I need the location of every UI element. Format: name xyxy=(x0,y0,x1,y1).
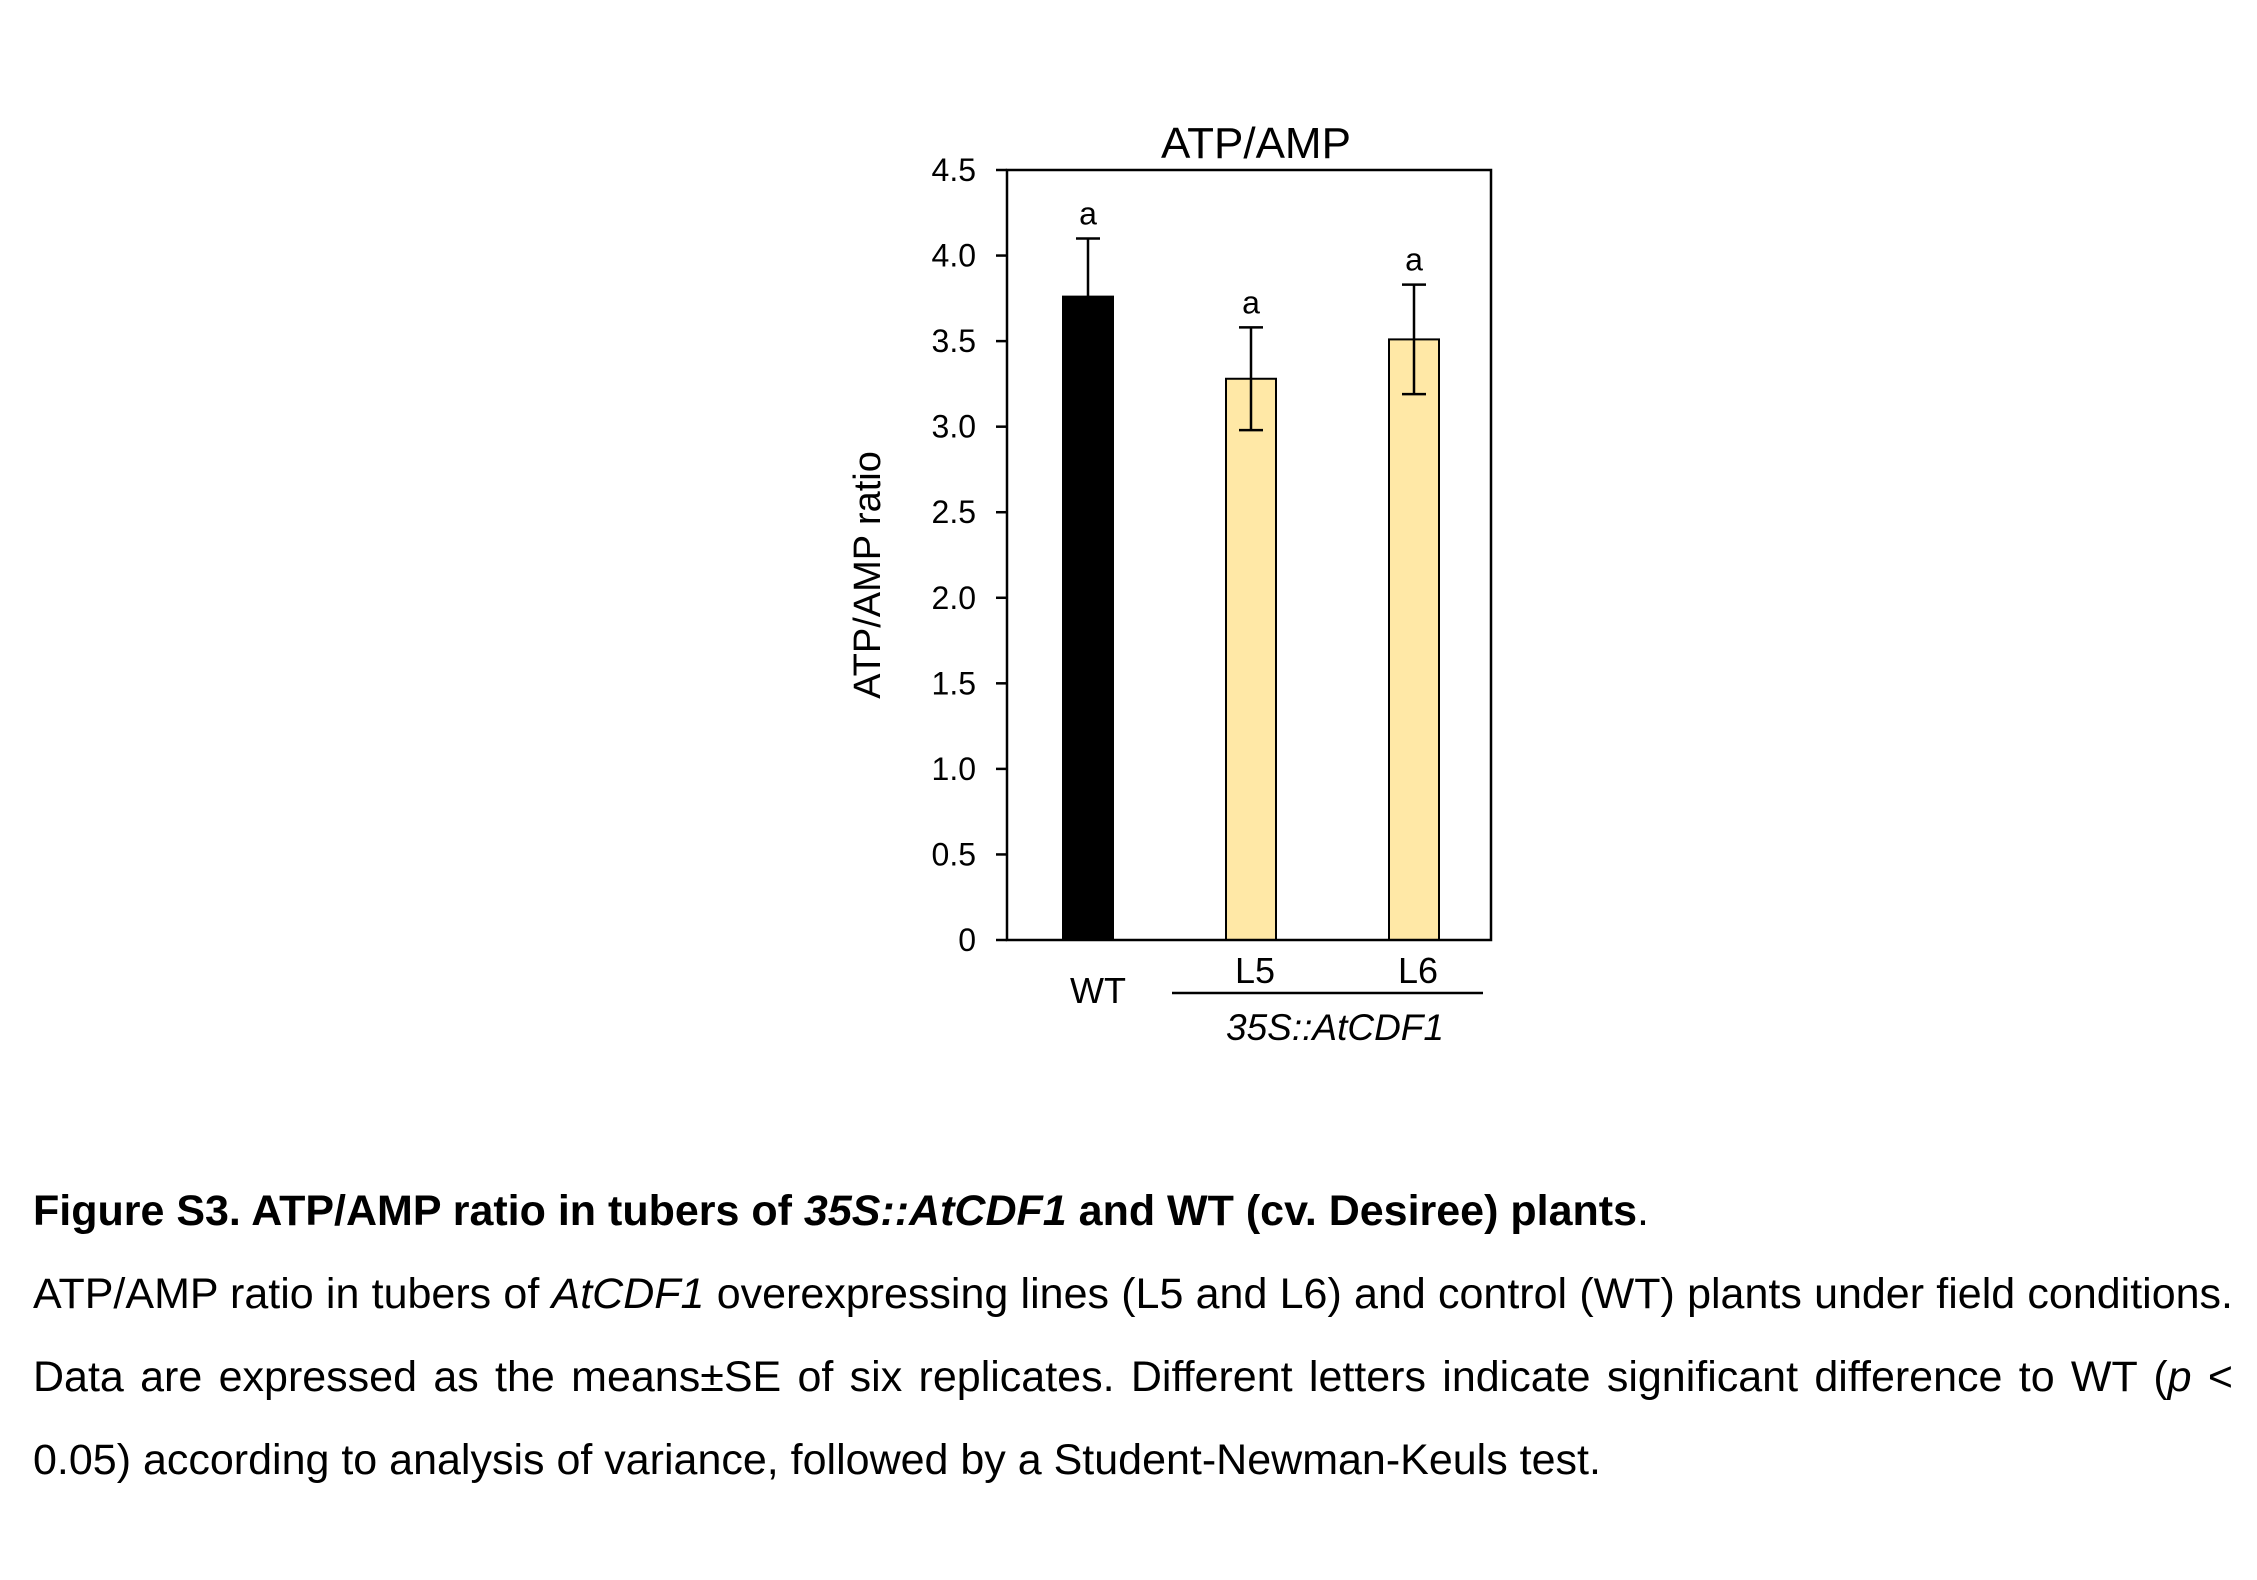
caption-title-suffix: and WT (cv. Desiree) plants xyxy=(1066,1187,1637,1235)
x-tick-label-wt: WT xyxy=(1070,970,1126,1011)
x-tick-label-l6: L6 xyxy=(1398,950,1438,991)
bar-wt xyxy=(1062,295,1114,942)
y-axis-ticks: 0 0.5 1.0 1.5 2.0 2.5 3.0 3.5 4.0 4.5 xyxy=(932,152,1007,958)
y-tick-label: 3.0 xyxy=(932,409,976,445)
y-tick-label: 3.5 xyxy=(932,323,976,359)
y-tick-label: 1.0 xyxy=(932,751,976,787)
caption-title: Figure S3. ATP/AMP ratio in tubers of 35… xyxy=(33,1170,2233,1253)
x-tick-label-l5: L5 xyxy=(1235,950,1275,991)
caption-body-p-symbol: p xyxy=(2167,1353,2192,1401)
y-tick-label: 0 xyxy=(958,922,976,958)
caption-body-gene: AtCDF1 xyxy=(551,1270,705,1318)
caption-body-text-2: overexpressing lines (L5 and L6) and con… xyxy=(33,1270,2233,1401)
y-tick-label: 4.5 xyxy=(932,152,976,188)
significance-letter: a xyxy=(1079,195,1097,231)
significance-letter: a xyxy=(1405,242,1423,278)
y-axis-label: ATP/AMP ratio xyxy=(847,451,889,699)
caption-title-construct: 35S::AtCDF1 xyxy=(803,1187,1067,1235)
group-label: 35S::AtCDF1 xyxy=(1226,1007,1444,1048)
x-axis-labels: WT L5 L6 xyxy=(1070,950,1438,1011)
bar-l6 xyxy=(1388,338,1440,941)
caption-body: ATP/AMP ratio in tubers of AtCDF1 overex… xyxy=(33,1253,2233,1502)
error-bars xyxy=(1076,237,1426,432)
significance-letter: a xyxy=(1242,284,1260,320)
significance-letters: a a a xyxy=(1079,195,1423,320)
caption-title-prefix: Figure S3. ATP/AMP ratio in tubers of xyxy=(33,1187,804,1235)
caption-body-text-3: < 0.05) according to analysis of varianc… xyxy=(33,1353,2233,1484)
y-tick-label: 4.0 xyxy=(932,238,976,274)
caption-title-period: . xyxy=(1637,1187,1649,1235)
atp-amp-bar-chart: ATP/AMP ATP/AMP ratio 0 0.5 1.0 1.5 2.0 2.5 3.… xyxy=(847,119,1493,1048)
chart-title: ATP/AMP xyxy=(1161,119,1351,168)
plot-area-frame xyxy=(1005,168,1493,942)
caption-body-text-1: ATP/AMP ratio in tubers of xyxy=(33,1270,552,1318)
y-tick-label: 2.0 xyxy=(932,580,976,616)
bar-l5 xyxy=(1225,377,1277,941)
y-tick-label: 0.5 xyxy=(932,836,976,872)
y-tick-label: 1.5 xyxy=(932,665,976,701)
figure-caption: Figure S3. ATP/AMP ratio in tubers of 35… xyxy=(33,1170,2233,1502)
y-tick-label: 2.5 xyxy=(932,494,976,530)
